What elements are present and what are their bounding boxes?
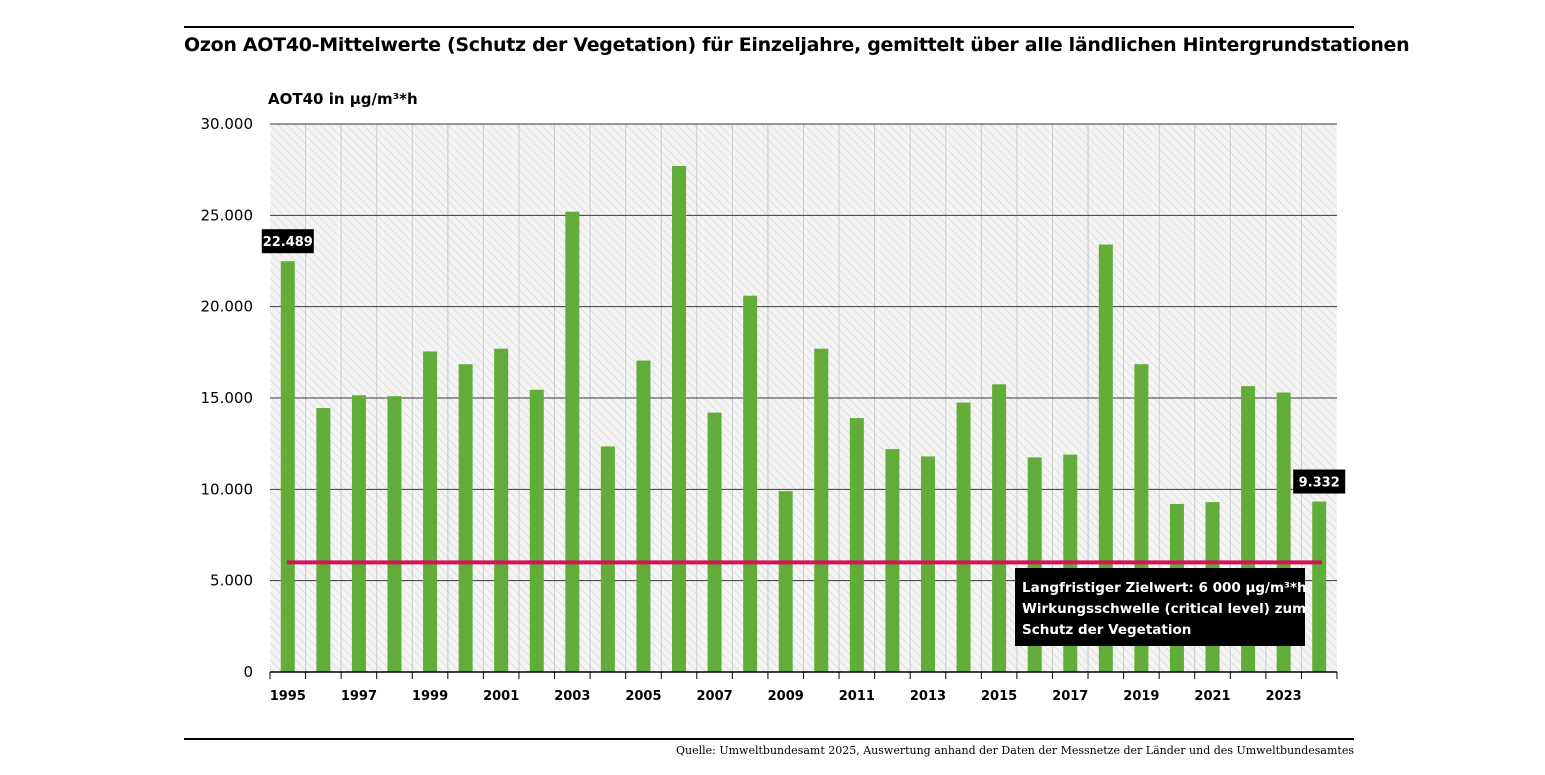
reference-annotation-box [1015, 568, 1305, 646]
bar-1998 [387, 396, 402, 672]
bar-2007 [707, 412, 722, 672]
bar-1999 [423, 351, 438, 672]
bar-2011 [849, 418, 864, 672]
axes: 0 5.000 10.000 15.000 20.000 25.000 30.000 1995… [201, 115, 1338, 704]
y-tick-label: 25.000 [201, 206, 254, 224]
y-tick-label: 5.000 [210, 572, 253, 590]
x-tick-label: 2005 [625, 689, 661, 704]
x-tick-label: 2013 [910, 689, 946, 704]
reference-annotation-line: Langfristiger Zielwert: 6 000 µg/m³*h [1022, 580, 1307, 596]
x-tick-label: 2003 [554, 689, 590, 704]
data-label-box [261, 229, 314, 254]
reference-annotation-line: Schutz der Vegetation [1022, 622, 1191, 638]
chart-title: Ozon AOT40-Mittelwerte (Schutz der Veget… [184, 34, 1410, 56]
data-label-box [1293, 469, 1346, 494]
x-tick-label: 1997 [341, 689, 377, 704]
x-tick-label: 2017 [1052, 689, 1088, 704]
bar-2024 [1312, 501, 1327, 672]
bar-2014 [956, 402, 971, 672]
bar-1996 [316, 408, 331, 672]
x-tick-label: 2021 [1194, 689, 1230, 704]
y-tick-label: 15.000 [201, 389, 254, 407]
data-labels: 22.489 9.332 [261, 229, 1346, 494]
y-tick-label: 0 [243, 663, 253, 681]
bar-2005 [636, 360, 651, 672]
x-tick-label: 1995 [270, 689, 306, 704]
x-tick-label: 2001 [483, 689, 519, 704]
bar-2006 [672, 166, 687, 672]
bar-2009 [778, 491, 793, 672]
x-tick-label: 2007 [696, 689, 732, 704]
x-tick-label: 2015 [981, 689, 1017, 704]
source-note: Quelle: Umweltbundesamt 2025, Auswertung… [676, 744, 1354, 757]
data-label: 9.332 [1299, 476, 1340, 491]
reference-line-group: Langfristiger Zielwert: 6 000 µg/m³*h Wir… [287, 560, 1322, 646]
bar-2018 [1098, 244, 1113, 672]
y-tick-label: 10.000 [201, 480, 254, 498]
x-tick-label: 2023 [1266, 689, 1302, 704]
top-rule [184, 26, 1354, 28]
bottom-rule [184, 738, 1354, 740]
bar-2008 [743, 295, 758, 672]
x-tick-label: 2011 [839, 689, 875, 704]
x-tick-label: 1999 [412, 689, 448, 704]
y-tick-label: 20.000 [201, 298, 254, 316]
bar-2001 [494, 348, 509, 672]
bar-2003 [565, 211, 580, 672]
bar-2015 [992, 384, 1007, 672]
bar-2000 [458, 364, 473, 672]
y-axis-label: AOT40 in µg/m³*h [268, 90, 418, 108]
bar-1997 [351, 395, 366, 672]
bar-2010 [814, 348, 829, 672]
y-tick-label: 30.000 [201, 115, 254, 133]
data-label: 22.489 [263, 235, 313, 250]
x-tick-label: 2009 [768, 689, 804, 704]
bar-2002 [529, 389, 544, 672]
reference-annotation-line: Wirkungsschwelle (critical level) zum [1022, 601, 1306, 617]
bar-1995 [280, 261, 295, 672]
bar-2004 [600, 446, 615, 672]
x-tick-label: 2019 [1123, 689, 1159, 704]
